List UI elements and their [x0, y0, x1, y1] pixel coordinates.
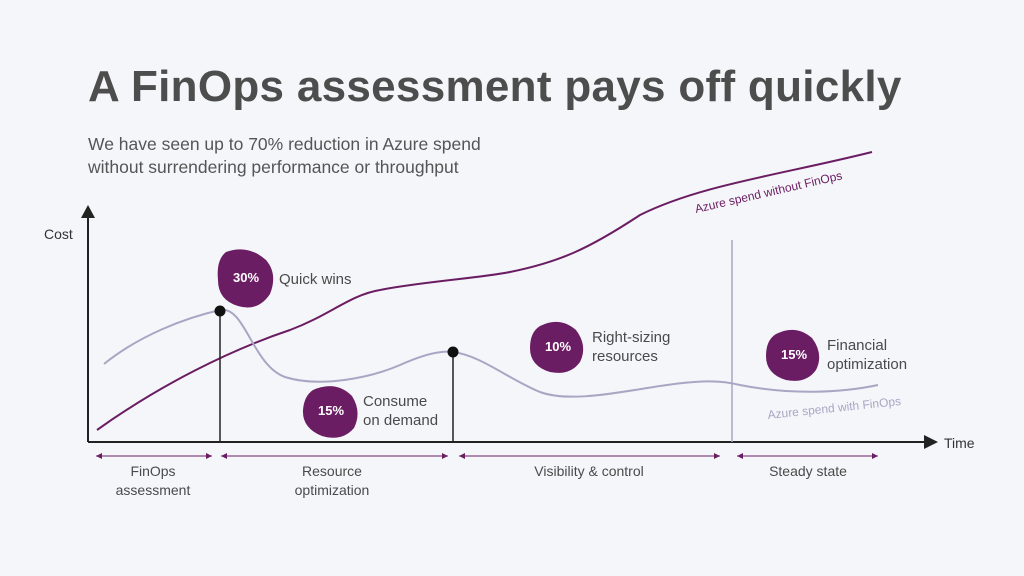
phase-steady-state	[737, 453, 878, 459]
x-axis-arrowhead	[924, 435, 938, 449]
phase-label-line-1: Resource	[302, 463, 362, 479]
phase-arrow-left	[221, 453, 227, 459]
y-axis-arrowhead	[81, 205, 95, 218]
phase-label-line-1: FinOps	[130, 463, 175, 479]
phase-visibility-control	[459, 453, 720, 459]
milestone-dot-2	[447, 346, 459, 358]
y-axis-label: Cost	[44, 226, 73, 242]
x-axis-label: Time	[944, 435, 975, 451]
phase-finops-assessment	[96, 453, 212, 459]
badge-blob	[217, 249, 274, 308]
phase-arrow-left	[459, 453, 465, 459]
badge-label-line-1: Financial	[827, 337, 887, 354]
phase-arrow-left	[96, 453, 102, 459]
badge-label-line-1: Right-sizing	[592, 329, 670, 346]
badge-label-line-1: Consume	[363, 393, 427, 410]
badge-blob	[530, 321, 584, 373]
badge-percent: 15%	[781, 347, 807, 362]
phase-arrow-right	[872, 453, 878, 459]
phase-arrow-left	[737, 453, 743, 459]
badge-label-line-2: on demand	[363, 412, 438, 429]
phase-resource-optimization	[221, 453, 448, 459]
phase-label-line-1: Steady state	[769, 463, 847, 479]
curve-without-finops	[96, 151, 873, 431]
badge-blob	[302, 386, 358, 438]
page-subtitle: We have seen up to 70% reduction in Azur…	[88, 133, 481, 179]
phase-label-line-2: assessment	[116, 482, 191, 498]
badge-financial-optimization: 15% Financial optimization	[766, 329, 907, 381]
badge-label-line-2: optimization	[827, 356, 907, 373]
phase-label-line-1: Visibility & control	[534, 463, 643, 479]
subtitle-line-2: without surrendering performance or thro…	[88, 157, 459, 177]
badge-consume-on-demand: 15% Consume on demand	[302, 386, 438, 438]
badge-percent: 15%	[318, 403, 344, 418]
phase-arrow-right	[714, 453, 720, 459]
phase-arrow-right	[442, 453, 448, 459]
badge-label-line-2: resources	[592, 348, 658, 365]
phase-arrow-right	[206, 453, 212, 459]
subtitle-line-1: We have seen up to 70% reduction in Azur…	[88, 134, 481, 154]
badge-percent: 10%	[545, 339, 571, 354]
badge-quick-wins: 30% Quick wins	[217, 249, 352, 308]
badge-percent: 30%	[233, 270, 259, 285]
curve-label-with-finops: Azure spend with FinOps	[767, 394, 902, 422]
badge-blob	[766, 329, 820, 381]
phase-label-line-2: optimization	[295, 482, 370, 498]
badge-right-sizing: 10% Right-sizing resources	[530, 321, 670, 373]
page-title: A FinOps assessment pays off quickly	[88, 62, 902, 111]
milestone-dot-1	[214, 305, 226, 317]
badge-label-line-1: Quick wins	[279, 271, 352, 288]
